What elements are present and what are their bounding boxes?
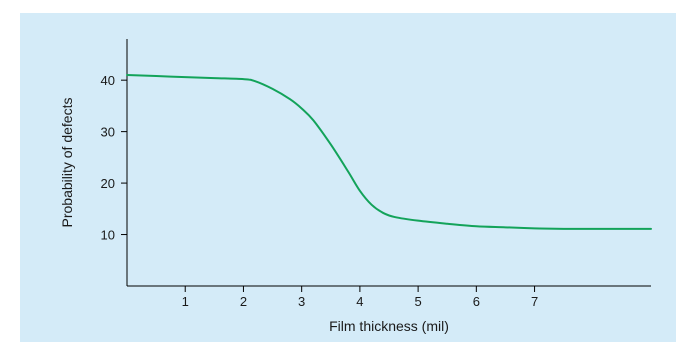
line-chart: 1 2 3 4 5 6 7 10 20 30 40 Film thickness (mil) Pro…	[20, 13, 676, 342]
x-tick-label: 7	[531, 294, 538, 309]
tick-marks: 1 2 3 4 5 6 7 10 20 30 40	[101, 73, 539, 309]
x-tick-label: 5	[414, 294, 421, 309]
y-tick-label: 20	[101, 176, 115, 191]
y-tick-label: 40	[101, 73, 115, 88]
x-tick-label: 6	[473, 294, 480, 309]
x-tick-label: 2	[240, 294, 247, 309]
y-axis-title: Probability of defects	[59, 98, 75, 228]
x-axis-title: Film thickness (mil)	[329, 318, 449, 334]
x-tick-label: 4	[356, 294, 363, 309]
y-tick-label: 10	[101, 228, 115, 243]
x-tick-label: 3	[298, 294, 305, 309]
x-tick-label: 1	[182, 294, 189, 309]
series-group	[126, 74, 652, 230]
series-line	[126, 74, 652, 230]
y-tick-label: 30	[101, 125, 115, 140]
chart-panel: 1 2 3 4 5 6 7 10 20 30 40 Film thickness (mil) Pro…	[20, 13, 676, 342]
chart-background	[20, 13, 676, 342]
